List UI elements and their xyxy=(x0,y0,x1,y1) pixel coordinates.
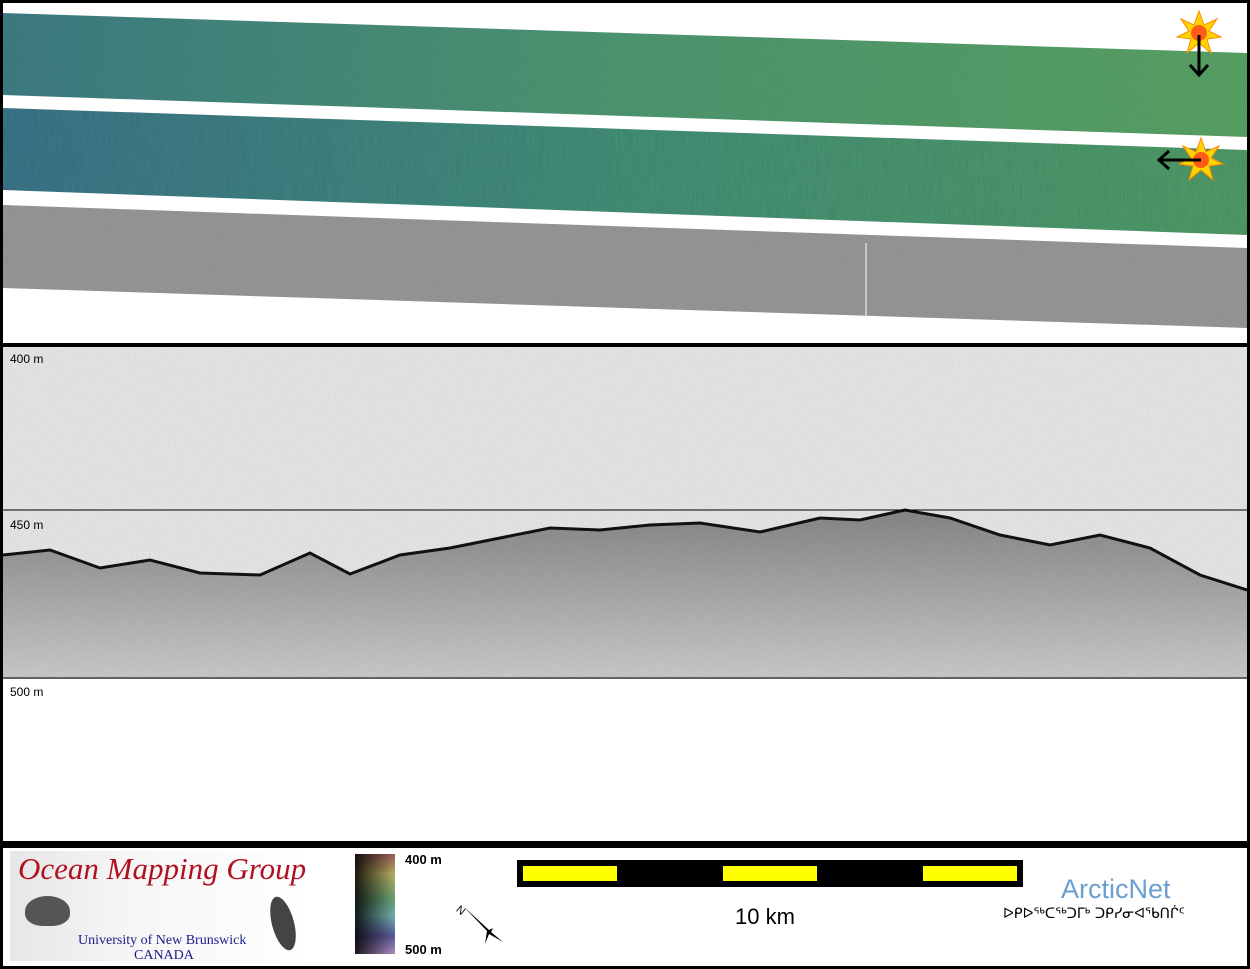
seafloor-reflector xyxy=(3,508,1247,592)
scale-segment xyxy=(723,866,817,881)
logo-scallop-image xyxy=(25,896,70,926)
scale-bar xyxy=(517,860,1023,887)
north-arrow-icon: N xyxy=(453,904,503,944)
scale-segment xyxy=(923,866,1017,881)
depth-label-500m: 500 m xyxy=(10,685,44,699)
logo-line2: CANADA xyxy=(134,948,194,963)
sediment-body xyxy=(3,510,1247,679)
swath-imagery xyxy=(3,9,1247,328)
subbottom-profile xyxy=(3,347,1247,679)
bathymetry-swath-sun-north xyxy=(3,13,1247,137)
arcticnet-logo-title: ArcticNet xyxy=(1061,874,1171,904)
colorbar-shade xyxy=(355,854,395,954)
arrow-left-icon xyxy=(1156,149,1201,171)
logo-line1: University of New Brunswick xyxy=(78,933,247,948)
depth-label-400m: 400 m xyxy=(10,352,44,366)
scale-bar-label: 10 km xyxy=(735,904,795,929)
legend-panel: Ocean Mapping Group University of New Br… xyxy=(3,848,1247,966)
north-label: N xyxy=(453,904,467,918)
arrow-down-icon xyxy=(1188,35,1210,78)
logo-title: Ocean Mapping Group xyxy=(18,851,307,886)
colorbar-top-label: 400 m xyxy=(405,852,442,867)
logo-fish-image xyxy=(265,894,301,953)
arcticnet-logo-syllabics: ᐅᑭᐅᖅᑕᖅᑐᒥᒃ ᑐᑭᓯᓂᐊᖃᑎᒌᑦ xyxy=(1003,906,1185,922)
backscatter-swath xyxy=(3,205,1247,328)
depth-label-450m: 450 m xyxy=(10,518,44,532)
bathymetry-swath-sun-east xyxy=(3,108,1247,235)
colorbar-bottom-label: 500 m xyxy=(405,942,442,957)
ocean-mapping-group-logo: Ocean Mapping Group University of New Br… xyxy=(10,851,310,963)
scale-segment xyxy=(523,866,617,881)
subbottom-profile-panel: 400 m 450 m 500 m xyxy=(3,347,1247,841)
swath-imagery-panel xyxy=(3,3,1247,343)
